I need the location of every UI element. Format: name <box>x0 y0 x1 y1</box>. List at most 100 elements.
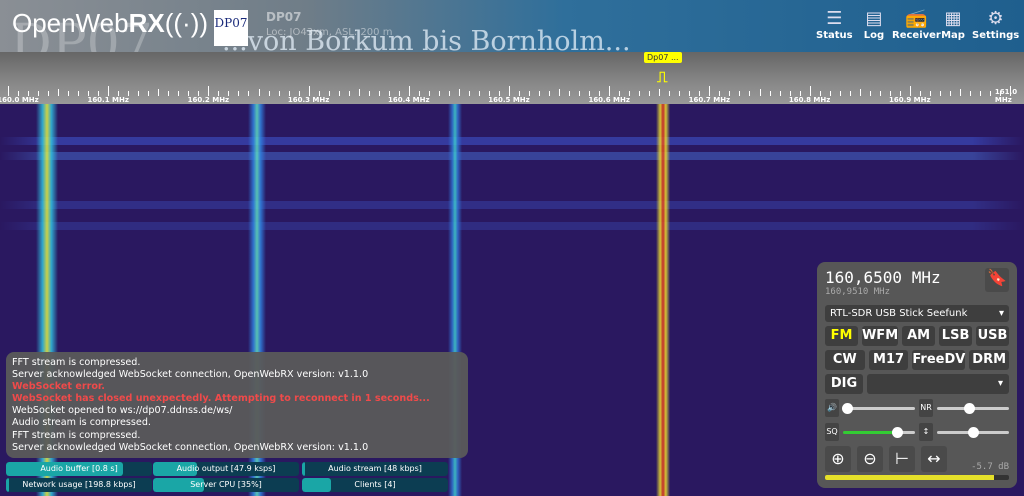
squelch-slider[interactable] <box>843 426 915 438</box>
scale-tick <box>909 86 911 96</box>
status-progress-bar[interactable]: Audio buffer [0.8 s] <box>6 462 152 476</box>
slider-knob[interactable] <box>968 426 979 438</box>
scale-tick <box>278 91 280 96</box>
scale-tick <box>298 91 300 96</box>
noise-reduction-icon[interactable]: NR <box>919 399 933 417</box>
progress-label: Server CPU [35%] <box>190 480 262 489</box>
scale-tick <box>68 91 70 96</box>
mode-m17-button[interactable]: M17 <box>868 350 909 370</box>
scale-tick <box>388 91 390 96</box>
scale-tick <box>348 91 350 96</box>
mode-lsb-button[interactable]: LSB <box>939 326 973 346</box>
progress-fill <box>153 462 197 476</box>
scale-tick <box>138 91 140 96</box>
scale-tick <box>649 91 651 96</box>
scale-tick <box>338 91 340 96</box>
scale-tick <box>458 89 460 96</box>
mode-freedv-button[interactable]: FreeDV <box>912 350 966 370</box>
gain-slider[interactable] <box>937 426 1009 438</box>
scale-tick <box>378 91 380 96</box>
nav-receiver[interactable]: 📻 Receiver <box>892 8 941 41</box>
scale-tick <box>498 91 500 96</box>
volume-icon[interactable]: 🔊 <box>825 399 839 417</box>
zoom-to-bandwidth-icon[interactable]: ⊢ <box>889 446 915 472</box>
squelch-icon[interactable]: SQ <box>825 423 839 441</box>
status-progress-bar[interactable]: Network usage [198.8 kbps] <box>6 478 152 492</box>
scale-tick <box>709 86 711 96</box>
receiver-name: DP07 <box>266 10 302 24</box>
zoom-full-icon[interactable]: ↔ <box>921 446 947 472</box>
scale-tick <box>719 91 721 96</box>
zoom-out-icon[interactable]: ⊖ <box>857 446 883 472</box>
scale-tick <box>58 89 60 96</box>
slider-knob[interactable] <box>892 426 903 438</box>
bookmark-icon[interactable]: 🔖 <box>985 268 1009 292</box>
receiver-icon: 📻 <box>905 8 928 29</box>
mode-usb-button[interactable]: USB <box>976 326 1010 346</box>
receiver-badge: DP07 <box>214 10 248 46</box>
status-progress-bar[interactable]: Audio output [47.9 ksps] <box>153 462 299 476</box>
scale-tick <box>569 91 571 96</box>
slider-knob[interactable] <box>841 402 853 414</box>
slider-knob[interactable] <box>964 402 976 414</box>
frequency-display[interactable]: 160,6500 MHz <box>825 268 941 287</box>
scale-tick <box>168 91 170 96</box>
nav-log[interactable]: ▤ Log <box>862 8 886 41</box>
mode-cw-button[interactable]: CW <box>825 350 865 370</box>
offset-frequency-display: 160,9510 MHz <box>825 287 891 297</box>
zoom-in-icon[interactable]: ⊕ <box>825 446 851 472</box>
scale-tick <box>829 91 831 96</box>
signal-trace <box>656 104 670 496</box>
scale-tick <box>8 86 9 96</box>
map-icon: ▦ <box>944 8 962 29</box>
scale-tick <box>919 91 921 96</box>
signal-level-meter <box>825 475 1009 480</box>
scale-tick <box>108 86 110 96</box>
mode-dig-button[interactable]: DIG <box>825 374 863 394</box>
mode-am-button[interactable]: AM <box>902 326 936 346</box>
scale-tick <box>629 91 631 96</box>
nav-map[interactable]: ▦ Map <box>941 8 965 41</box>
scale-tick <box>328 91 330 96</box>
noise-reduction-slider[interactable] <box>937 402 1009 414</box>
header-background-logo: DP07 <box>10 14 153 52</box>
scale-tick <box>979 91 981 96</box>
status-progress-bar[interactable]: Audio stream [48 kbps] <box>302 462 448 476</box>
openwebrx-logo[interactable]: OpenWebRX((·)) <box>12 8 208 39</box>
bookmark-label[interactable]: Dp07 ... <box>644 52 682 63</box>
progress-label: Audio buffer [0.8 s] <box>40 464 118 473</box>
scale-label: 160.8 MHz <box>788 96 831 104</box>
scale-tick <box>779 91 781 96</box>
progress-label: Clients [4] <box>354 480 396 489</box>
mode-drm-button[interactable]: DRM <box>969 350 1010 370</box>
progress-fill <box>302 478 332 492</box>
status-progress-bar[interactable]: Clients [4] <box>302 478 448 492</box>
scale-tick <box>679 91 681 96</box>
mode-wfm-button[interactable]: WFM <box>861 326 899 346</box>
scale-tick <box>639 91 641 96</box>
scale-tick <box>939 91 941 96</box>
nav-label: Receiver <box>892 30 941 41</box>
log-line: Server acknowledged WebSocket connection… <box>12 369 369 381</box>
nav-status[interactable]: ☰ Status <box>816 8 853 41</box>
scale-tick <box>989 91 991 96</box>
receiver-panel: 160,6500 MHz 160,9510 MHz 🔖 RTL-SDR USB … <box>817 262 1017 488</box>
progress-label: Audio output [47.9 ksps] <box>176 464 276 473</box>
gain-icon[interactable]: ↕ <box>919 423 933 441</box>
scale-tick <box>789 91 791 96</box>
volume-slider[interactable] <box>841 402 915 414</box>
nav-settings[interactable]: ⚙ Settings <box>972 8 1019 41</box>
progress-fill <box>6 478 9 492</box>
scale-tick <box>18 91 20 96</box>
digital-mode-select[interactable]: ▾ <box>867 374 1009 394</box>
filter-passband-icon[interactable]: ⎍ <box>657 68 668 86</box>
progress-fill <box>6 462 123 476</box>
mode-fm-button[interactable]: FM <box>825 326 858 346</box>
log-line: FFT stream is compressed. <box>12 429 141 441</box>
scale-tick <box>308 86 310 96</box>
profile-select[interactable]: RTL-SDR USB Stick Seefunk ▾ <box>825 305 1009 322</box>
log-line: FFT stream is compressed. <box>12 357 141 368</box>
scale-tick <box>488 91 490 96</box>
frequency-scale[interactable]: Dp07 ... ⎍ 160.0 MHz 160.1 MHz 160.2 MHz 16… <box>0 52 1024 104</box>
status-progress-bar[interactable]: Server CPU [35%] <box>153 478 299 492</box>
